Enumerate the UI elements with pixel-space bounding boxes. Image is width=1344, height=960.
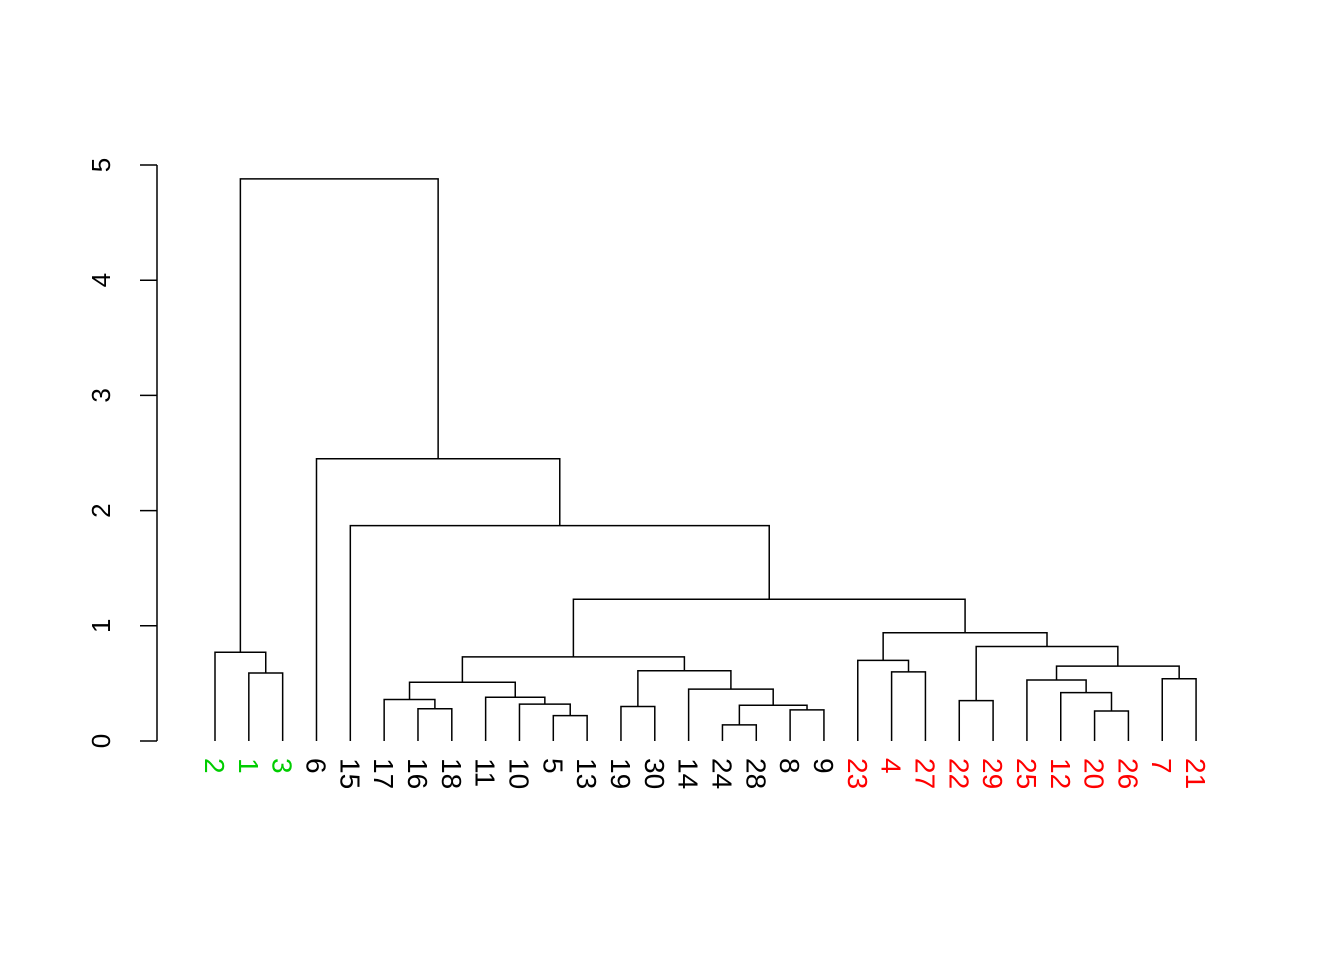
merge-link-k	[738, 704, 808, 725]
merge-link-i	[721, 724, 758, 741]
leaf-label: 19	[605, 758, 636, 789]
leaf-label: 15	[334, 758, 365, 789]
merge-link-aa	[315, 458, 561, 741]
leaf-label: 18	[436, 758, 467, 789]
leaf-label: 13	[571, 758, 602, 789]
y-axis: 0 1 2 3 4 5	[86, 158, 158, 748]
leaf-label: 20	[1079, 758, 1110, 789]
merge-link-b	[214, 651, 267, 741]
leaf-label: 1	[233, 758, 264, 774]
y-tick-label: 5	[86, 158, 116, 172]
merge-link-j	[789, 709, 825, 741]
leaf-label: 16	[402, 758, 433, 789]
y-tick-label: 1	[86, 619, 116, 633]
leaf-label: 10	[503, 758, 534, 789]
leaf-label: 6	[300, 758, 331, 774]
y-tick-label: 0	[86, 734, 116, 748]
leaf-label: 12	[1045, 758, 1076, 789]
leaf-label: 4	[876, 758, 907, 774]
merge-link-s	[1060, 691, 1113, 741]
leaf-label: 26	[1112, 758, 1143, 789]
leaf-label: 22	[943, 758, 974, 789]
merge-link-r	[1093, 710, 1130, 741]
dendrogram-links	[214, 178, 1197, 741]
merge-link-a	[248, 672, 284, 741]
merge-link-e	[518, 703, 571, 741]
merge-link-16_18	[417, 707, 453, 741]
merge-link-z	[349, 524, 770, 741]
leaf-label: 30	[639, 758, 670, 789]
leaf-label: 27	[909, 758, 940, 789]
merge-link-t	[1026, 679, 1087, 741]
leaf-label: 5	[537, 758, 568, 774]
leaf-label: 29	[977, 758, 1008, 789]
leaf-label: 14	[673, 758, 704, 789]
leaf-label: 17	[368, 758, 399, 789]
merge-link-q	[958, 699, 994, 741]
y-tick-label: 4	[86, 273, 116, 287]
merge-link-y	[572, 598, 966, 657]
merge-link-u	[1161, 678, 1197, 741]
y-tick-label: 2	[86, 503, 116, 517]
leaf-label: 11	[470, 758, 501, 787]
merge-link-v	[1055, 665, 1180, 680]
leaf-label: 7	[1146, 758, 1177, 774]
y-tick-label: 3	[86, 388, 116, 402]
leaf-label: 3	[267, 758, 298, 774]
merge-link-l	[687, 688, 774, 741]
merge-link-root	[239, 178, 439, 653]
leaf-label: 24	[706, 758, 737, 789]
leaf-label: 28	[740, 758, 771, 789]
merge-link-c	[383, 698, 436, 741]
leaf-label: 2	[199, 758, 230, 774]
merge-link-o	[890, 671, 927, 741]
leaf-labels: 2 1 3 6 15 17 16 18 11 10 5 13 19 30 14 24 28 8 9 23 4 27 22 29…	[199, 758, 1211, 789]
leaf-label: 9	[808, 758, 839, 774]
leaf-label: 23	[842, 758, 873, 789]
merge-link-h	[620, 705, 656, 741]
merge-link-d	[552, 714, 588, 741]
leaf-label: 8	[774, 758, 805, 774]
merge-link-n	[461, 656, 686, 683]
leaf-label: 25	[1011, 758, 1042, 789]
leaf-label: 21	[1180, 758, 1211, 789]
